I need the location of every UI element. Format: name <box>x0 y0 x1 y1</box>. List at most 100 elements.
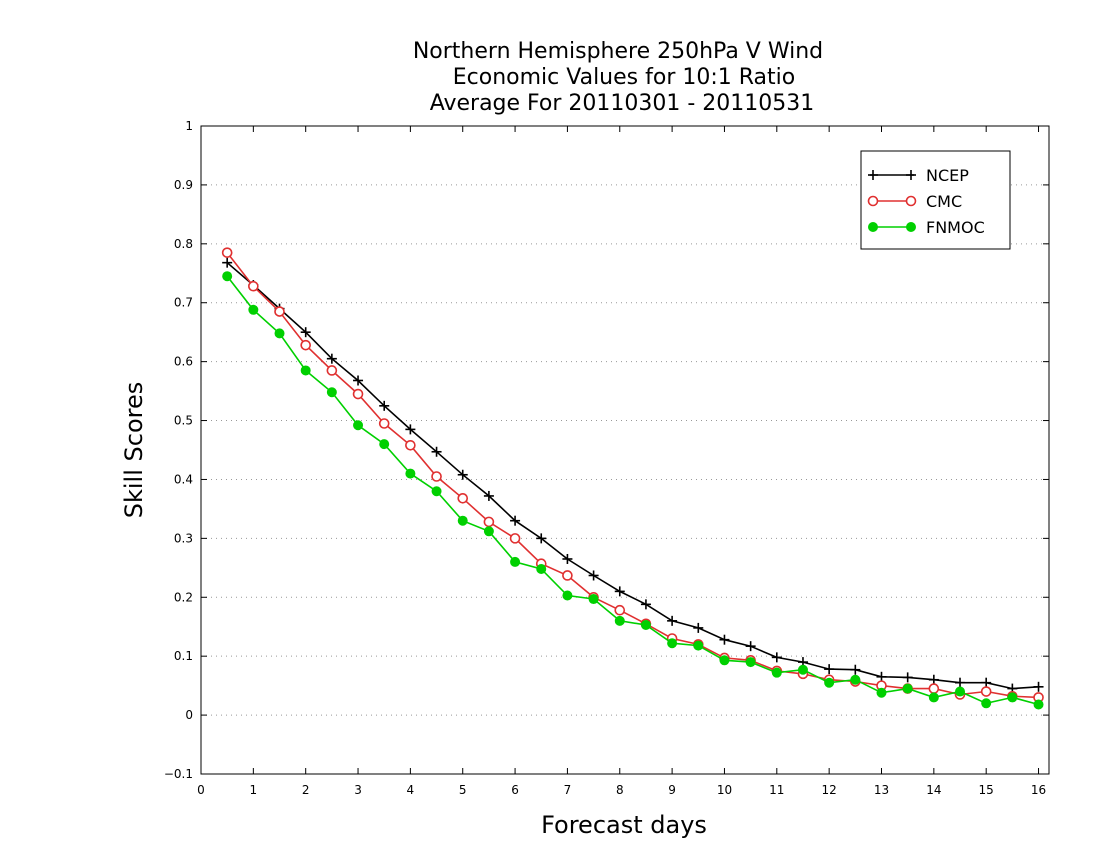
data-point-fnmoc <box>955 686 966 697</box>
data-point-cmc <box>483 516 495 528</box>
y-tick-label: 0.1 <box>174 649 193 663</box>
data-point-ncep <box>981 677 992 688</box>
data-point-fnmoc <box>379 439 390 450</box>
x-tick-label: 4 <box>407 783 415 797</box>
data-point-ncep <box>719 634 730 645</box>
data-point-fnmoc <box>771 667 782 678</box>
legend-label-cmc: CMC <box>926 192 962 211</box>
data-point-fnmoc <box>457 515 468 526</box>
data-point-fnmoc <box>667 638 678 649</box>
data-point-cmc <box>378 418 390 429</box>
data-point-ncep <box>536 533 547 544</box>
x-tick-label: 8 <box>616 783 624 797</box>
series-line-fnmoc <box>226 275 1039 706</box>
data-point-fnmoc <box>405 468 416 479</box>
x-tick-label: 9 <box>668 783 676 797</box>
data-point-cmc <box>300 339 311 351</box>
y-tick-label: −0.1 <box>164 767 193 781</box>
data-point-ncep <box>693 622 704 633</box>
data-point-fnmoc <box>562 590 573 601</box>
y-tick-label: 0.6 <box>174 355 193 369</box>
data-point-fnmoc <box>510 556 521 567</box>
data-point-ncep <box>640 599 651 610</box>
chart-title-line-2: Economic Values for 10:1 Ratio <box>453 65 795 90</box>
data-point-fnmoc <box>1007 692 1018 703</box>
data-point-cmc <box>928 683 940 694</box>
data-point-fnmoc <box>353 420 364 431</box>
data-point-fnmoc <box>431 486 442 497</box>
gridlines <box>201 184 1049 716</box>
data-point-fnmoc <box>300 365 311 376</box>
legend-marker-fnmoc <box>868 222 878 232</box>
data-point-fnmoc <box>693 640 704 651</box>
data-point-cmc <box>509 533 521 544</box>
data-point-fnmoc <box>274 328 285 339</box>
series-line-cmc <box>226 252 1039 699</box>
x-tick-label: 10 <box>717 783 732 797</box>
data-point-ncep <box>457 469 468 480</box>
y-axis-title: Skill Scores <box>120 382 148 519</box>
y-tick-label: 0.9 <box>174 178 193 192</box>
data-point-cmc <box>326 365 338 376</box>
data-point-cmc <box>457 493 469 504</box>
legend-marker-cmc <box>867 195 879 207</box>
data-point-fnmoc <box>797 664 808 675</box>
data-point-ncep <box>405 424 416 435</box>
x-tick-label: 14 <box>926 783 941 797</box>
data-point-ncep <box>353 375 364 386</box>
x-tick-label: 3 <box>354 783 362 797</box>
data-point-fnmoc <box>745 657 756 668</box>
chart-title: Northern Hemisphere 250hPa V Wind Econom… <box>413 39 823 116</box>
data-point-ncep <box>902 672 913 683</box>
data-point-fnmoc <box>1033 699 1044 710</box>
data-point-cmc <box>980 686 992 697</box>
legend-marker-ncep <box>868 170 878 180</box>
plot-frame <box>200 125 1050 775</box>
data-point-cmc <box>274 306 285 317</box>
data-point-cmc <box>562 570 573 581</box>
data-point-ncep <box>379 400 390 411</box>
legend-item-ncep: NCEP <box>868 166 969 185</box>
data-point-ncep <box>326 353 337 364</box>
legend-marker-cmc <box>905 195 917 207</box>
x-tick-label: 0 <box>197 783 205 797</box>
x-tick-label: 1 <box>250 783 258 797</box>
x-tick-label: 11 <box>769 783 784 797</box>
data-point-ncep <box>667 615 678 626</box>
x-tick-label: 16 <box>1031 783 1046 797</box>
data-point-ncep <box>824 664 835 675</box>
y-tick-label: 0.3 <box>174 531 193 545</box>
data-point-fnmoc <box>928 692 939 703</box>
series-ncep <box>222 257 1044 694</box>
legend-item-fnmoc: FNMOC <box>868 218 985 237</box>
x-axis: 0 1 2 3 4 5 6 7 8 9 10 11 12 13 14 15 16 <box>197 126 1046 797</box>
data-point-cmc <box>614 604 626 616</box>
data-point-fnmoc <box>483 526 494 537</box>
data-point-cmc <box>248 280 259 292</box>
y-tick-label: 0 <box>185 708 193 722</box>
data-point-ncep <box>1033 681 1044 692</box>
data-point-fnmoc <box>719 655 730 666</box>
plot-area <box>221 247 1044 710</box>
legend-label-ncep: NCEP <box>926 166 969 185</box>
data-point-fnmoc <box>824 677 835 688</box>
data-point-fnmoc <box>981 698 992 709</box>
legend-marker-ncep <box>906 170 916 180</box>
y-tick-label: 0.7 <box>174 296 193 310</box>
legend-marker-fnmoc <box>906 222 916 232</box>
x-tick-label: 6 <box>511 783 519 797</box>
y-tick-label: 1 <box>185 119 193 133</box>
data-point-ncep <box>222 257 233 268</box>
data-point-ncep <box>928 674 939 685</box>
x-tick-label: 2 <box>302 783 310 797</box>
data-point-fnmoc <box>876 687 887 698</box>
data-point-ncep <box>876 671 887 682</box>
data-point-fnmoc <box>536 563 547 574</box>
data-point-ncep <box>483 490 494 501</box>
data-point-cmc <box>221 247 233 258</box>
x-tick-label: 12 <box>822 783 837 797</box>
data-point-ncep <box>431 446 442 457</box>
data-point-cmc <box>431 471 442 482</box>
data-point-ncep <box>300 327 311 338</box>
